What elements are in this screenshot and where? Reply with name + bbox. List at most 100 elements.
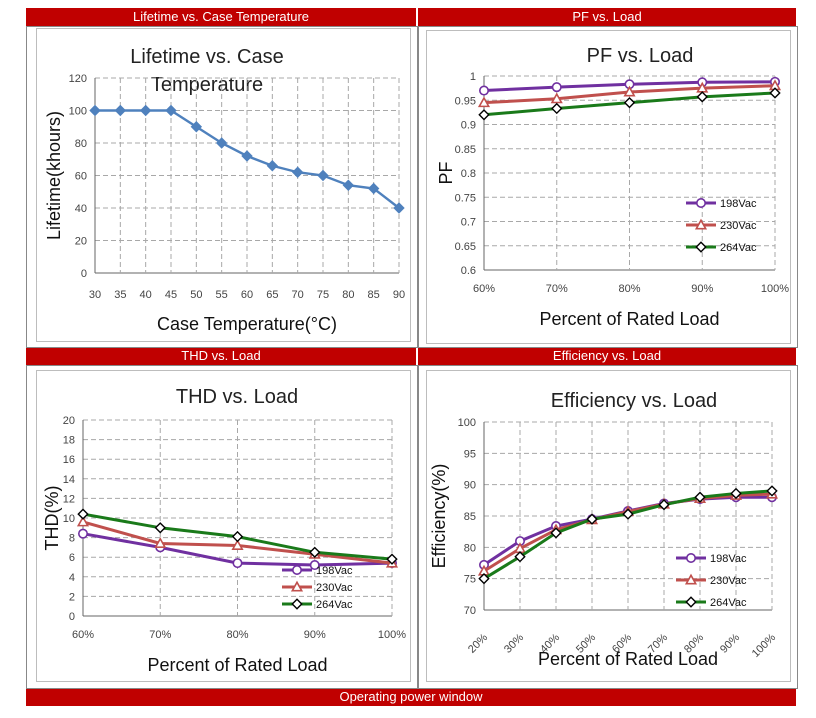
header-thd: THD vs. Load <box>26 347 416 365</box>
y-tick-label: 6 <box>69 552 75 564</box>
data-point <box>231 539 244 550</box>
data-point <box>241 150 253 162</box>
x-tick-label: 70% <box>149 629 171 641</box>
y-tick-label: 0 <box>69 611 75 623</box>
data-point <box>190 121 203 133</box>
data-point <box>232 558 243 569</box>
x-axis-title: Percent of Rated Load <box>147 655 327 675</box>
legend-label: 230Vac <box>720 220 757 232</box>
x-tick-label: 30 <box>89 289 101 301</box>
data-point <box>658 499 670 511</box>
data-point <box>586 513 598 525</box>
chart-title: Lifetime vs. Case <box>130 46 283 68</box>
data-point <box>514 551 526 563</box>
y-tick-label: 80 <box>464 542 476 554</box>
y-axis-title: THD(%) <box>42 486 62 551</box>
cell-lifetime <box>26 26 418 348</box>
data-point <box>309 546 321 558</box>
x-tick-label: 65 <box>266 289 278 301</box>
x-tick-label: 60% <box>72 629 94 641</box>
x-tick-label: 80% <box>226 629 248 641</box>
legend-label: 198Vac <box>710 553 747 565</box>
data-point <box>317 169 329 182</box>
y-tick-label: 0.95 <box>455 95 476 107</box>
data-point <box>623 96 636 109</box>
legend-marker <box>695 198 706 209</box>
legend-label: 264Vac <box>720 242 757 254</box>
cell-thd <box>26 365 418 689</box>
legend-label: 230Vac <box>316 582 353 594</box>
y-tick-label: 70 <box>464 605 476 617</box>
chart-eff: Efficiency vs. Load 70 75 80 85 90 95 100 20% 30%… <box>429 390 778 669</box>
y-axis-title: Efficiency(%) <box>429 464 449 569</box>
data-point <box>769 87 781 99</box>
y-tick-label: 60 <box>75 171 87 183</box>
y-tick-label: 14 <box>63 474 75 486</box>
x-tick-label: 100% <box>750 631 779 660</box>
chart-pf: PF vs. Load 0.6 0.65 0.7 0.75 0.8 0.85 0.9 0.95 1… <box>436 45 789 329</box>
y-tick-label: 0.65 <box>455 241 476 253</box>
data-point <box>551 82 562 93</box>
legend-label: 198Vac <box>720 198 757 210</box>
data-point <box>342 179 355 191</box>
y-axis-title: PF <box>436 161 456 184</box>
y-axis-title: Lifetime(khours) <box>44 111 64 240</box>
data-point <box>393 202 405 214</box>
data-point <box>694 491 706 503</box>
legend-label: 264Vac <box>710 597 747 609</box>
x-tick-label: 90% <box>718 631 742 655</box>
data-point <box>154 522 166 534</box>
data-point <box>89 104 101 117</box>
cell-eff <box>418 365 798 689</box>
data-point <box>266 160 279 172</box>
x-tick-label: 45 <box>165 289 177 301</box>
y-tick-label: 16 <box>63 454 75 466</box>
y-tick-label: 4 <box>69 572 75 584</box>
legend-marker <box>291 598 303 610</box>
x-tick-label: 30% <box>502 631 526 655</box>
header-eff: Efficiency vs. Load <box>418 347 796 365</box>
legend-label: 264Vac <box>316 599 353 611</box>
y-tick-label: 120 <box>69 73 87 85</box>
y-tick-label: 0.75 <box>455 192 476 204</box>
chart-thd: THD vs. Load 0 2 4 6 8 10 12 14 16 18 20 60% 70% 80% 90… <box>42 386 406 675</box>
y-tick-label: 20 <box>75 236 87 248</box>
data-point <box>367 182 380 195</box>
y-tick-label: 1 <box>470 71 476 83</box>
y-tick-label: 8 <box>69 533 75 545</box>
data-point <box>231 530 244 543</box>
x-tick-label: 100% <box>761 283 789 295</box>
y-tick-label: 40 <box>75 203 87 215</box>
x-tick-label: 55 <box>216 289 228 301</box>
y-tick-label: 85 <box>464 511 476 523</box>
data-point <box>139 104 152 117</box>
data-point <box>696 91 708 103</box>
x-axis-title: Percent of Rated Load <box>538 649 718 669</box>
x-tick-label: 90 <box>393 289 405 301</box>
data-point <box>730 487 742 500</box>
x-tick-label: 50 <box>190 289 202 301</box>
data-point <box>215 137 228 149</box>
data-point <box>78 528 89 539</box>
x-tick-label: 75 <box>317 289 329 301</box>
data-point <box>114 104 127 117</box>
x-tick-label: 90% <box>304 629 326 641</box>
y-tick-label: 0.9 <box>461 120 476 132</box>
x-tick-label: 80% <box>618 283 640 295</box>
y-tick-label: 100 <box>69 106 87 118</box>
legend-label: 198Vac <box>316 565 353 577</box>
header-lifetime: Lifetime vs. Case Temperature <box>26 8 416 26</box>
x-axis-title: Case Temperature(°C) <box>157 314 337 334</box>
data-point <box>154 537 167 548</box>
legend-label: 230Vac <box>710 575 747 587</box>
chart-title: Efficiency vs. Load <box>551 390 717 412</box>
header-pf: PF vs. Load <box>418 8 796 26</box>
y-tick-label: 75 <box>464 574 476 586</box>
x-tick-label: 40 <box>140 289 152 301</box>
y-tick-label: 100 <box>458 417 476 429</box>
y-tick-label: 18 <box>63 435 75 447</box>
y-tick-label: 12 <box>63 493 75 505</box>
x-tick-label: 60 <box>241 289 253 301</box>
legend-marker <box>684 573 698 585</box>
